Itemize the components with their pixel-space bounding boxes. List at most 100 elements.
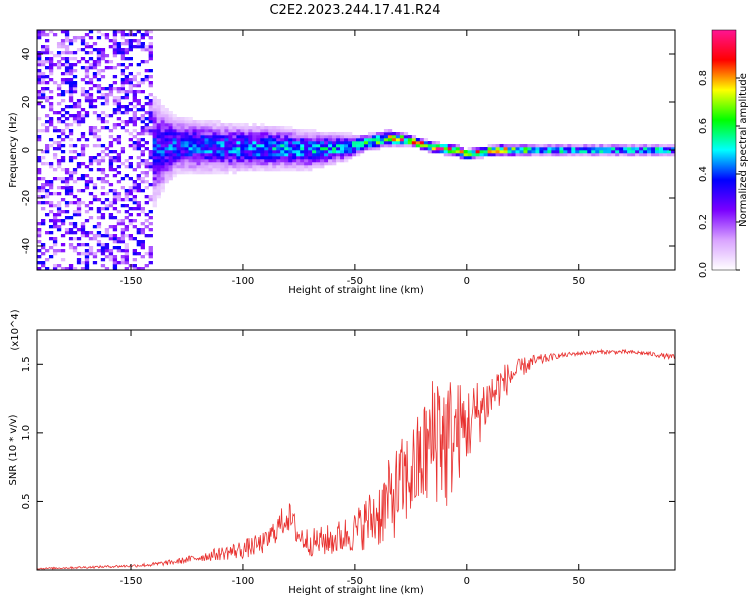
spectrogram-cell — [204, 168, 209, 172]
spectrogram-cell — [643, 153, 648, 157]
spectrogram-cell — [164, 129, 169, 133]
spectrogram-cell — [180, 159, 185, 163]
spectrogram-cell — [136, 72, 141, 76]
spectrogram-cell — [152, 177, 157, 181]
spectrogram-cell — [196, 171, 201, 175]
spectrogram-cell — [56, 228, 62, 232]
spectrogram-cell — [80, 153, 86, 157]
spectrogram-cell — [164, 111, 169, 115]
spectrogram-cell — [140, 60, 145, 64]
spectrogram-cell — [104, 60, 110, 64]
spectrogram-cell — [567, 144, 572, 148]
spectrogram-cell — [300, 147, 305, 151]
spectrogram-cell — [587, 153, 592, 157]
spectrogram-cell — [264, 168, 269, 172]
spectrogram-cell — [328, 138, 333, 142]
spectrogram-cell — [260, 159, 265, 163]
spectrogram-cell — [64, 186, 70, 190]
spectrogram-cell — [260, 132, 265, 136]
spectrogram-cell — [112, 99, 118, 103]
spectrogram-cell — [120, 198, 126, 202]
spectrogram-cell — [240, 156, 245, 160]
spectrogram-cell — [292, 135, 297, 139]
spectrogram-cell — [112, 30, 118, 34]
spectrogram-cell — [144, 117, 149, 121]
spectrogram-cell — [519, 153, 524, 157]
spectrogram-cell — [136, 156, 141, 160]
spectrogram-cell — [324, 132, 329, 136]
spectrogram-cell — [72, 237, 78, 241]
spectrogram-cell — [204, 171, 209, 175]
spectrogram-cell — [312, 129, 317, 133]
spectrogram-cell — [196, 132, 201, 136]
spectrogram-cell — [539, 147, 544, 151]
spectrogram-cell — [132, 78, 137, 82]
spectrogram-cell — [264, 165, 269, 169]
spectrogram-cell — [116, 99, 122, 103]
spectrogram-cell — [128, 57, 133, 61]
spectrogram-cell — [467, 147, 472, 151]
spectrogram-cell — [252, 129, 257, 133]
spectrogram-cell — [132, 114, 137, 118]
spectrogram-cell — [84, 96, 90, 100]
spectrogram-cell — [48, 30, 54, 34]
y-tick-label: 1.0 — [21, 425, 32, 441]
spectrogram-cell — [52, 225, 58, 229]
spectrogram-cell — [340, 135, 345, 139]
spectrogram-cell — [44, 126, 50, 130]
spectrogram-cell — [176, 162, 181, 166]
spectrogram-cell — [37, 63, 42, 67]
spectrogram-cell — [491, 147, 496, 151]
spectrogram-cell — [132, 123, 137, 127]
spectrogram-cell — [359, 147, 365, 151]
spectrogram-cell — [555, 153, 560, 157]
spectrogram-cell — [56, 225, 62, 229]
spectrogram-cell — [172, 156, 177, 160]
spectrogram-cell — [136, 243, 141, 247]
spectrogram-cell — [435, 147, 441, 151]
spectrogram-cell — [60, 219, 66, 223]
spectrogram-cell — [383, 144, 389, 148]
spectrogram-cell — [348, 141, 353, 145]
spectrogram-cell — [228, 168, 233, 172]
spectrogram-cell — [80, 201, 86, 205]
spectrogram-cell — [264, 162, 269, 166]
spectrogram-cell — [200, 162, 205, 166]
spectrogram-cell — [224, 159, 229, 163]
spectrogram-cell — [120, 258, 126, 262]
spectrogram-cell — [124, 234, 130, 238]
spectrogram-cell — [224, 126, 229, 130]
spectrogram-cell — [320, 156, 325, 160]
spectrogram-cell — [72, 246, 78, 250]
spectrogram-cell — [132, 180, 137, 184]
spectrogram-cell — [88, 96, 94, 100]
spectrogram-cell — [547, 144, 552, 148]
spectrogram-cell — [44, 213, 50, 217]
spectrogram-cell — [152, 183, 157, 187]
spectrogram-cell — [467, 153, 472, 157]
spectrogram-cell — [184, 165, 189, 169]
spectrogram-cell — [224, 162, 229, 166]
spectrogram-cell — [220, 171, 225, 175]
spectrogram-cell — [112, 96, 118, 100]
spectrogram-cell — [180, 171, 185, 175]
figure-title: C2E2.2023.244.17.41.R24 — [269, 3, 440, 18]
spectrogram-cell — [136, 81, 141, 85]
spectrogram-cell — [144, 96, 149, 100]
spectrogram-cell — [340, 159, 345, 163]
spectrogram-cell — [140, 129, 145, 133]
spectrogram-cell — [132, 195, 137, 199]
spectrogram-cell — [140, 267, 145, 271]
spectrogram-cell — [296, 156, 301, 160]
spectrogram-cell — [244, 165, 249, 169]
spectrogram-cell — [96, 30, 102, 34]
spectrogram-cell — [88, 156, 94, 160]
spectrogram-cell — [252, 162, 257, 166]
spectrogram-cell — [48, 165, 54, 169]
spectrogram-cell — [196, 162, 201, 166]
spectrogram-cell — [128, 219, 133, 223]
spectrogram-cell — [128, 39, 133, 43]
spectrogram-cell — [72, 222, 78, 226]
spectrogram-cell — [515, 144, 520, 148]
spectrogram-cell — [212, 132, 217, 136]
